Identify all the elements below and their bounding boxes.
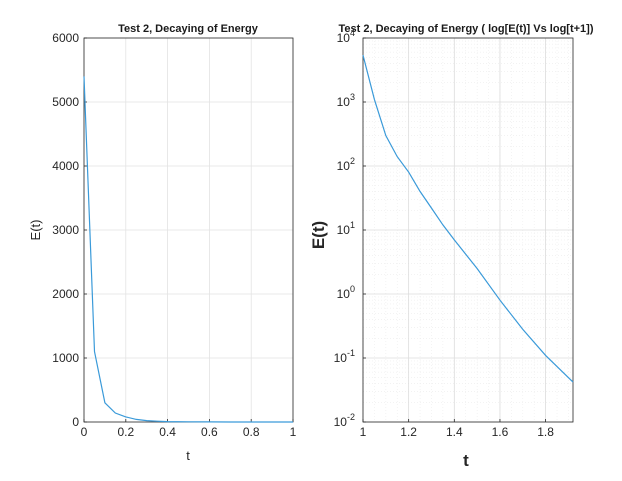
chart-left-linear: Test 2, Decaying of Energy 0 0.2 0.4 0.6 0.8…	[28, 23, 297, 463]
chart-left-ytick-label: 1000	[52, 351, 79, 365]
chart-right-xlabel: t	[463, 451, 469, 470]
chart-right-xtick-label: 1.4	[446, 425, 463, 439]
chart-left-xtick-label: 1	[290, 425, 297, 439]
chart-right-ylabel: E(t)	[309, 221, 328, 249]
chart-right-log: Test 2, Decaying of Energy ( log[E(t)] V…	[309, 23, 594, 470]
chart-left-ticks: 0 0.2 0.4 0.6 0.8 1 0 1000 2000 3000 4000 5000 6000	[52, 31, 296, 439]
chart-right-ytick-label: 10-2	[334, 412, 355, 429]
chart-left-ytick-label: 4000	[52, 159, 79, 173]
chart-left-series-line	[83, 76, 293, 423]
chart-left-xtick-label: 0.2	[117, 425, 134, 439]
chart-right-ticks: 1 1.2 1.4 1.6 1.8 10-2 10-1 100 101 102 103 104	[334, 28, 555, 439]
chart-left-ylabel: E(t)	[28, 220, 43, 241]
chart-left-grid	[83, 37, 294, 423]
chart-right-xtick-label: 1	[360, 425, 367, 439]
chart-left-ytick-label: 0	[72, 415, 79, 429]
chart-left-ytick-label: 2000	[52, 287, 79, 301]
chart-right-grid	[362, 37, 573, 423]
chart-right-ytick-label: 100	[337, 284, 355, 301]
chart-right-ytick-label: 10-1	[334, 348, 355, 365]
chart-right-title: Test 2, Decaying of Energy ( log[E(t)] V…	[339, 23, 594, 35]
chart-left-ytick-label: 6000	[52, 31, 79, 45]
chart-left-ytick-label: 5000	[52, 95, 79, 109]
chart-left-title: Test 2, Decaying of Energy	[118, 23, 259, 35]
chart-right-xtick-label: 1.2	[400, 425, 417, 439]
chart-right-series-line	[362, 54, 574, 383]
chart-left-xtick-label: 0.8	[243, 425, 260, 439]
chart-left-xlabel: t	[186, 448, 190, 463]
chart-left-xtick-label: 0	[81, 425, 88, 439]
chart-left-xtick-label: 0.6	[201, 425, 218, 439]
chart-right-ytick-label: 103	[337, 92, 355, 109]
chart-right-xtick-label: 1.8	[537, 425, 554, 439]
chart-left-xtick-label: 0.4	[159, 425, 176, 439]
chart-right-xtick-label: 1.6	[492, 425, 509, 439]
chart-right-ytick-label: 101	[337, 220, 355, 237]
chart-right-ytick-label: 102	[337, 156, 355, 173]
chart-left-ytick-label: 3000	[52, 223, 79, 237]
chart-right-ytick-label: 104	[337, 28, 355, 45]
